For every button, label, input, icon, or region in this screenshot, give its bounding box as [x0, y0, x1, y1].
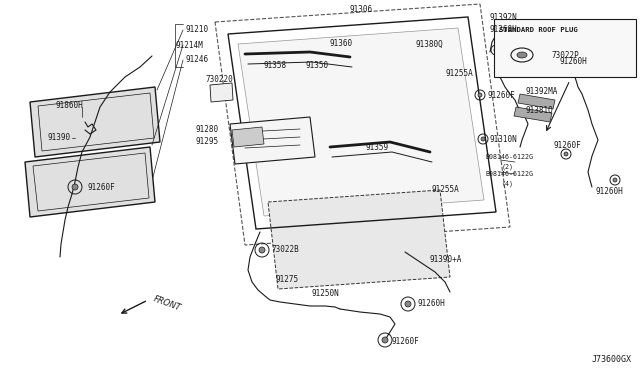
Text: 91280: 91280	[196, 125, 219, 134]
Circle shape	[478, 93, 482, 97]
Text: 91381Q: 91381Q	[525, 106, 553, 115]
Ellipse shape	[517, 52, 527, 58]
Polygon shape	[514, 107, 552, 122]
Polygon shape	[268, 190, 450, 289]
Text: 91310N: 91310N	[490, 135, 518, 144]
Text: 91260H: 91260H	[490, 26, 518, 35]
Text: B08146-6122G: B08146-6122G	[485, 154, 533, 160]
Polygon shape	[232, 127, 264, 147]
Polygon shape	[518, 94, 555, 109]
Text: 91390: 91390	[48, 134, 71, 142]
Text: 91260F: 91260F	[392, 337, 420, 346]
Circle shape	[72, 184, 78, 190]
Polygon shape	[230, 117, 315, 164]
Circle shape	[564, 152, 568, 156]
Text: (4): (4)	[502, 181, 514, 187]
Text: 73022B: 73022B	[272, 246, 300, 254]
Polygon shape	[238, 28, 484, 216]
Text: 91260F: 91260F	[488, 90, 516, 99]
Polygon shape	[210, 83, 233, 102]
Text: 91250N: 91250N	[312, 289, 340, 298]
Text: 91260H: 91260H	[595, 187, 623, 196]
Circle shape	[481, 137, 485, 141]
Text: 91306: 91306	[350, 6, 373, 15]
Bar	[494, 19, 636, 77]
Text: 91255A: 91255A	[432, 185, 460, 193]
Text: 91255A: 91255A	[445, 70, 473, 78]
Circle shape	[405, 301, 411, 307]
Text: 730220: 730220	[205, 74, 233, 83]
Circle shape	[613, 178, 617, 182]
Text: 73022P: 73022P	[551, 51, 579, 60]
Text: J73600GX: J73600GX	[592, 355, 632, 364]
Text: 91210: 91210	[185, 26, 208, 35]
Text: FRONT: FRONT	[152, 295, 182, 313]
Text: 91360: 91360	[330, 39, 353, 48]
Text: 91860H: 91860H	[55, 100, 83, 109]
Text: 91295: 91295	[196, 138, 219, 147]
Polygon shape	[25, 147, 155, 217]
Polygon shape	[30, 87, 160, 157]
Text: 91380Q: 91380Q	[415, 39, 443, 48]
Text: 91260F: 91260F	[88, 183, 116, 192]
Circle shape	[382, 337, 388, 343]
Text: 91260H: 91260H	[560, 58, 588, 67]
Text: 91390+A: 91390+A	[430, 256, 462, 264]
Text: B08146-6122G: B08146-6122G	[485, 171, 533, 177]
Circle shape	[259, 247, 265, 253]
Text: (2): (2)	[502, 164, 514, 170]
Text: 91214M: 91214M	[175, 41, 203, 49]
Text: 91275: 91275	[275, 276, 298, 285]
Text: 91246: 91246	[185, 55, 208, 64]
Text: 91392MA: 91392MA	[525, 87, 557, 96]
Circle shape	[570, 68, 574, 72]
Text: 91350: 91350	[305, 61, 328, 71]
Text: 91260H: 91260H	[418, 299, 445, 308]
Text: 91359: 91359	[365, 142, 388, 151]
Text: 91358: 91358	[263, 61, 286, 71]
Circle shape	[494, 48, 498, 52]
Text: 91260F: 91260F	[554, 141, 582, 151]
Text: STANDARD ROOF PLUG: STANDARD ROOF PLUG	[499, 27, 578, 33]
Text: 91392N: 91392N	[490, 13, 518, 22]
